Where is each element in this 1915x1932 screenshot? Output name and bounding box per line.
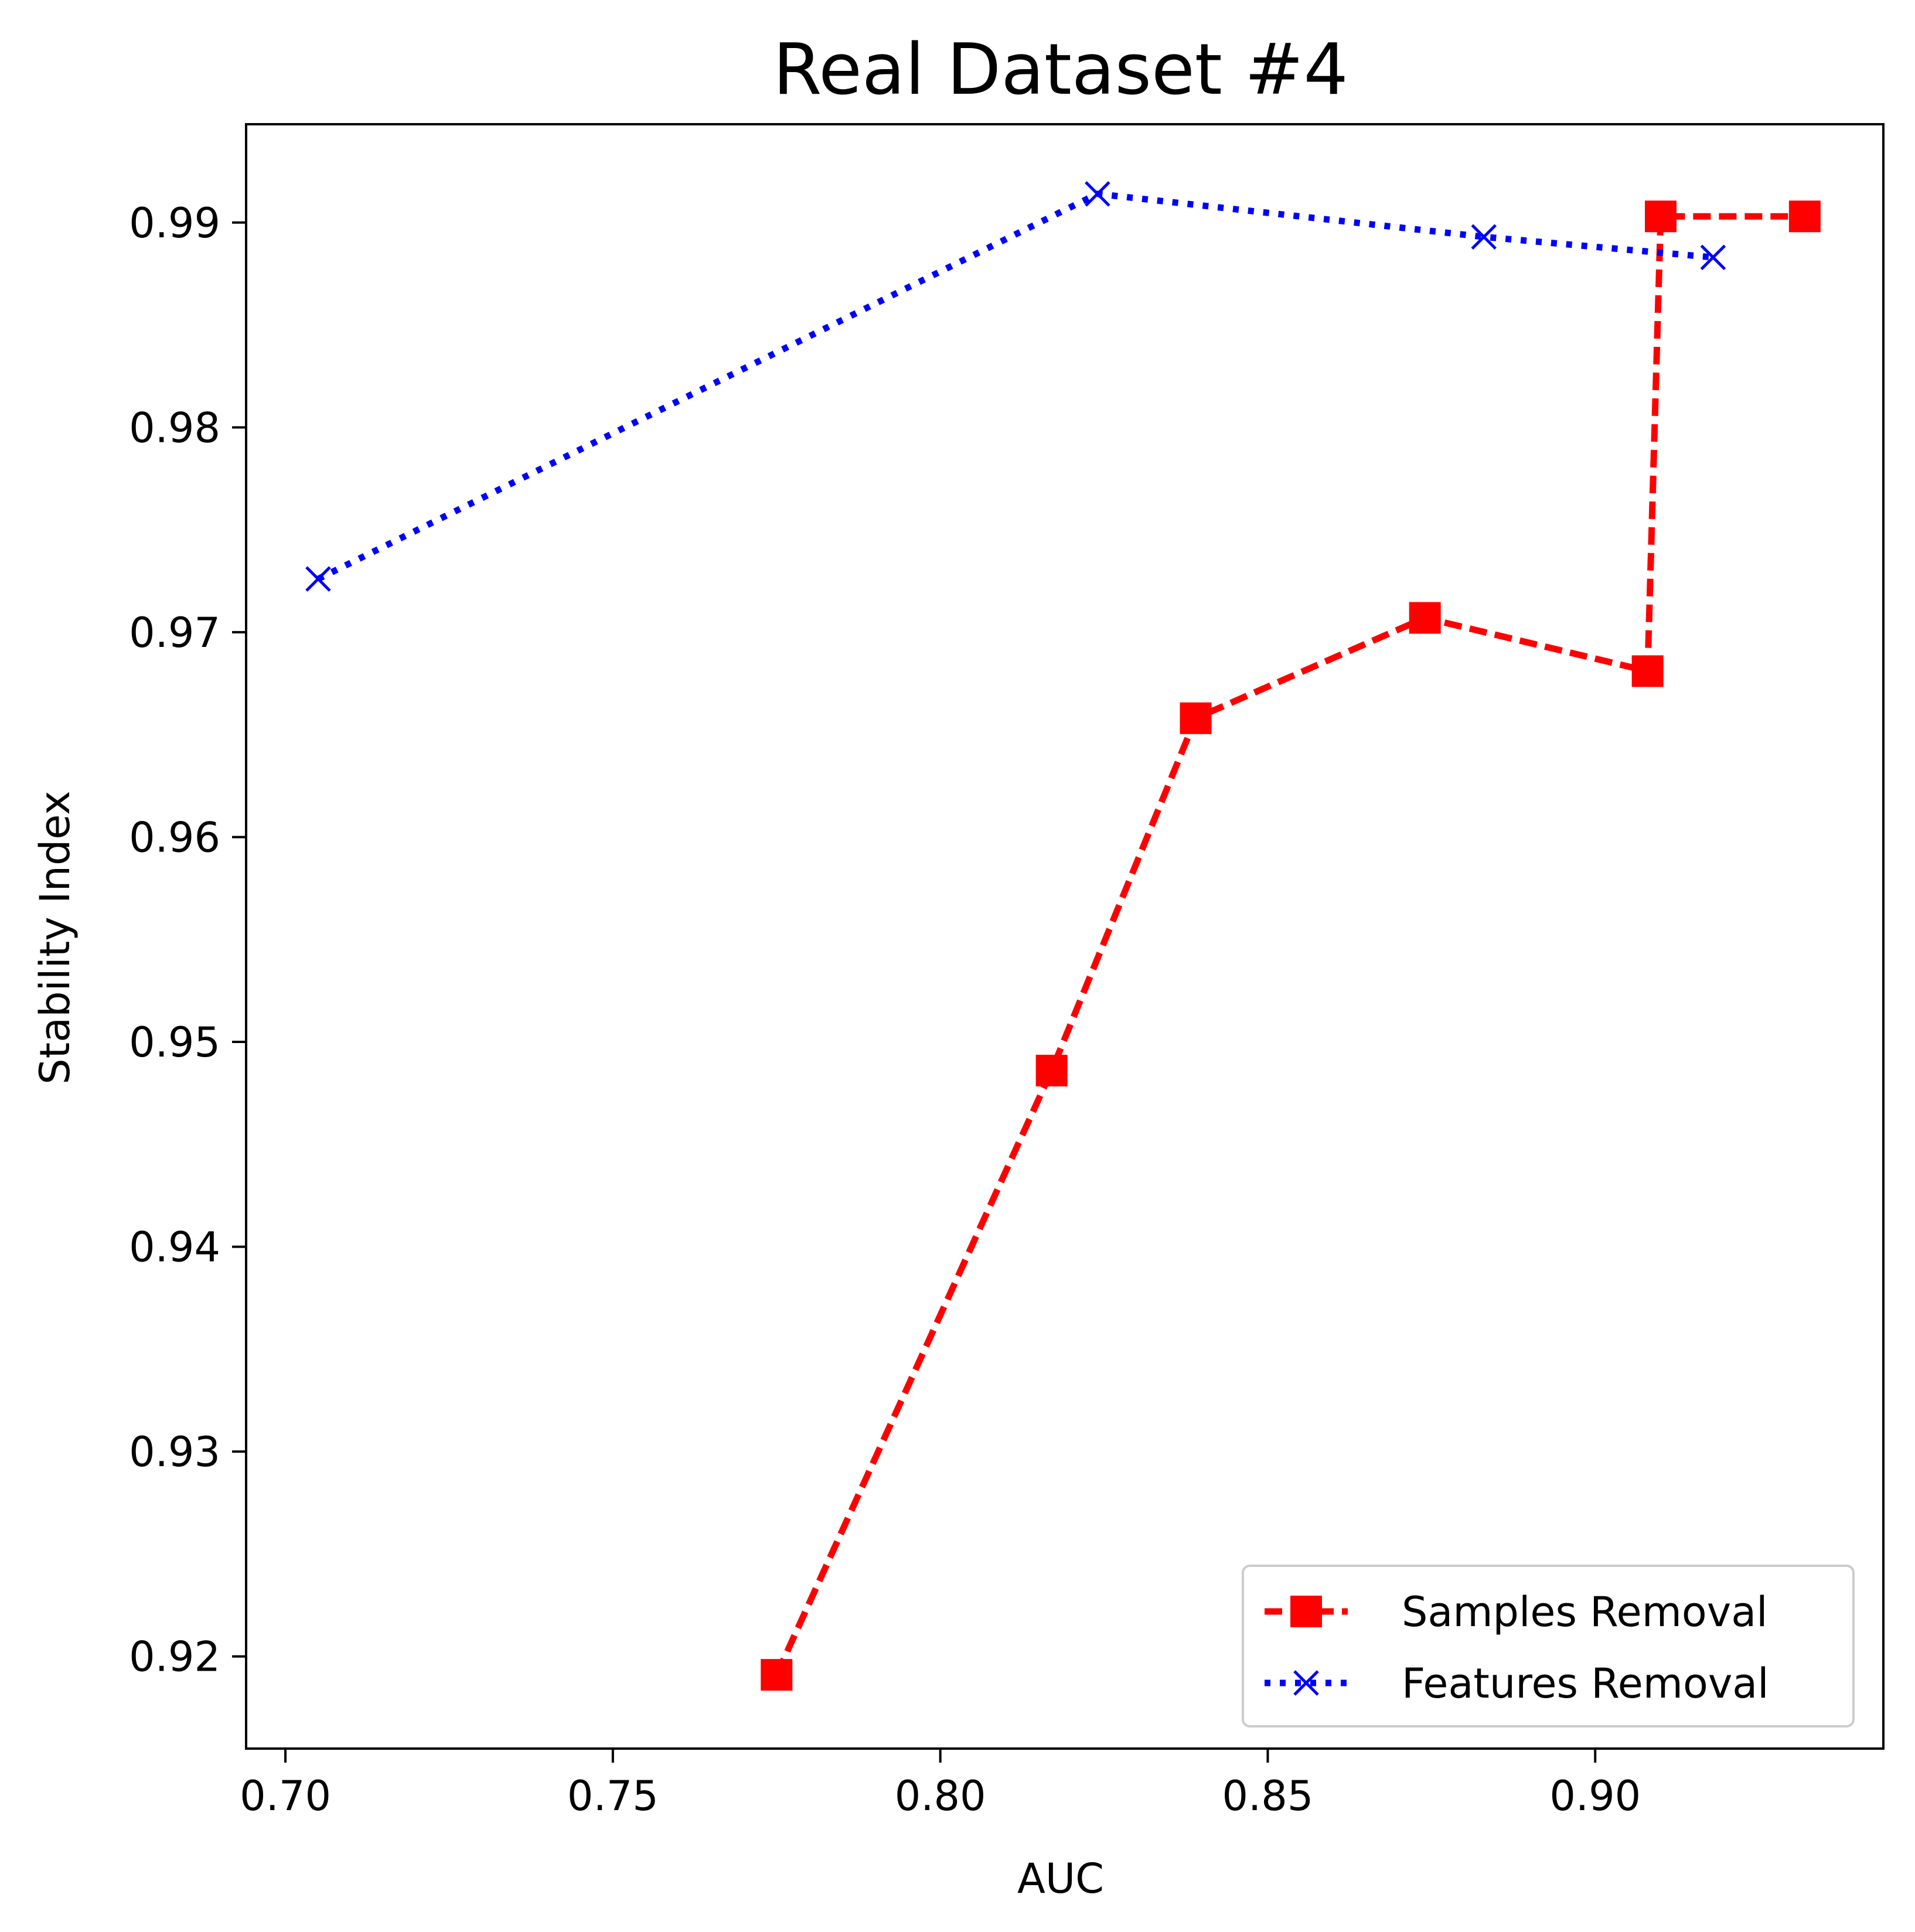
- legend-label: Samples Removal: [1402, 1588, 1768, 1636]
- data-point-features-removal: [1700, 244, 1726, 270]
- x-tick-label: 0.80: [895, 1772, 986, 1820]
- series-layer: [305, 181, 1821, 1691]
- legend: Samples Removal Features Removal: [1242, 1565, 1855, 1727]
- y-tick-label: 0.99: [129, 199, 220, 247]
- legend-marker: [1290, 1596, 1322, 1627]
- y-tick-label: 0.93: [129, 1428, 220, 1476]
- y-tick-label: 0.95: [129, 1018, 220, 1066]
- data-point-samples-removal: [761, 1659, 793, 1691]
- legend-box: [1242, 1565, 1855, 1727]
- x-tick-label: 0.75: [567, 1772, 659, 1820]
- x-tick-label: 0.85: [1222, 1772, 1314, 1820]
- y-axis-label: Stability Index: [31, 790, 79, 1084]
- y-tick-label: 0.92: [129, 1633, 220, 1681]
- y-tick-label: 0.94: [129, 1224, 220, 1272]
- series-line-samples-removal: [774, 213, 1805, 1677]
- legend-item-features-removal: Features Removal: [1265, 1660, 1769, 1708]
- data-point-features-removal: [1085, 181, 1110, 207]
- data-point-samples-removal: [1631, 655, 1664, 687]
- x-tick-label: 0.70: [240, 1772, 331, 1820]
- chart-title: Real Dataset #4: [773, 29, 1348, 111]
- legend-marker: [1293, 1670, 1319, 1696]
- data-point-features-removal: [305, 566, 331, 592]
- axis-ticks: 0.70 0.75 0.80 0.85 0.90 0.92 0.93 0.94 0.95 0.96…: [129, 199, 1641, 1820]
- data-point-samples-removal: [1788, 200, 1821, 233]
- legend-label: Features Removal: [1402, 1660, 1769, 1708]
- data-point-samples-removal: [1035, 1054, 1068, 1086]
- data-point-features-removal: [1471, 224, 1497, 250]
- data-point-samples-removal: [1409, 602, 1441, 634]
- data-point-samples-removal: [1645, 200, 1677, 233]
- y-tick-label: 0.96: [129, 813, 220, 861]
- x-axis-label: AUC: [1017, 1855, 1104, 1903]
- x-tick-label: 0.90: [1549, 1772, 1641, 1820]
- data-point-samples-removal: [1180, 702, 1212, 734]
- y-tick-label: 0.98: [129, 404, 220, 452]
- plot-frame: [245, 123, 1885, 1750]
- y-tick-label: 0.97: [129, 609, 220, 657]
- legend-item-samples-removal: Samples Removal: [1265, 1588, 1768, 1636]
- series-line-features-removal: [316, 190, 1713, 582]
